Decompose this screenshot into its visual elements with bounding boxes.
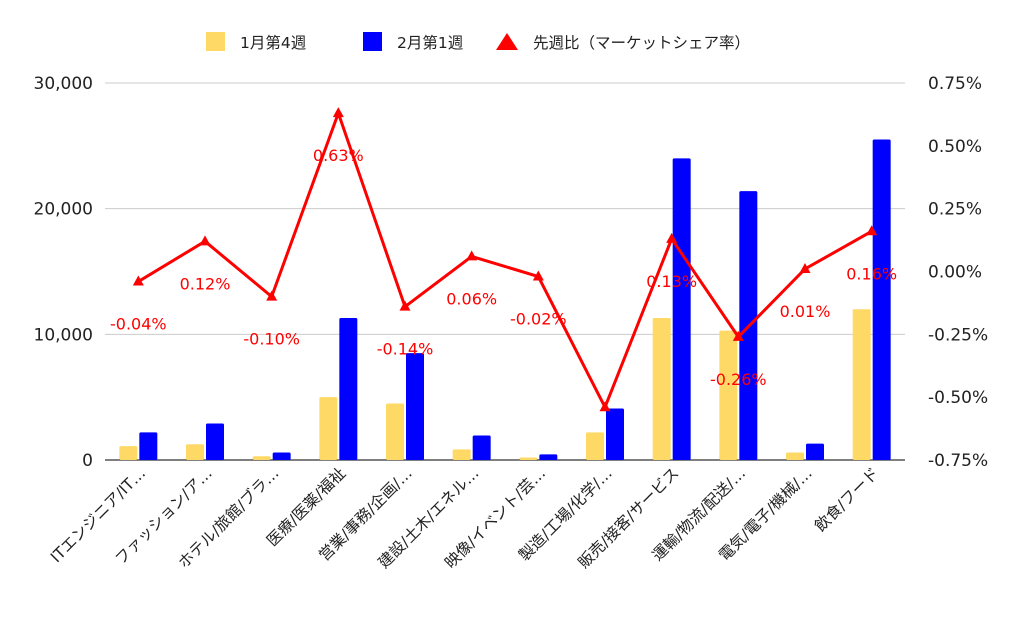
- right-tick-label: -0.50%: [928, 388, 988, 408]
- triangle-marker: [532, 270, 544, 281]
- data-label: 0.06%: [446, 289, 497, 308]
- bar-series-1: [319, 397, 338, 460]
- left-tick-label: 30,000: [34, 74, 93, 94]
- legend-label-series-2: 2月第1週: [397, 34, 463, 52]
- bar-series-1: [186, 444, 204, 460]
- left-tick-label: 0: [82, 451, 93, 471]
- triangle-marker: [599, 401, 611, 412]
- right-tick-label: 0.25%: [928, 200, 982, 220]
- data-label: 0.13%: [646, 272, 697, 291]
- data-label: -0.14%: [377, 340, 434, 359]
- bar-series-2: [472, 435, 491, 460]
- bar-series-2: [806, 443, 824, 460]
- bar-series-2: [339, 317, 358, 460]
- data-label: 0.63%: [313, 146, 364, 165]
- legend-label-series-3: 先週比（マーケットシェア率）: [533, 34, 750, 52]
- share-ratio-series-line: [137, 111, 873, 409]
- triangle-marker: [799, 262, 811, 273]
- gridlines: [105, 82, 905, 461]
- bar-series-2: [672, 158, 691, 460]
- right-axis-ticks: -0.75% -0.50% -0.25% 0.00% 0.25% 0.50% 0.75%: [928, 74, 988, 471]
- triangle-marker: [732, 330, 744, 341]
- bar-series-2: [272, 452, 291, 460]
- right-tick-label: 0.75%: [928, 74, 982, 94]
- bar-series-1: [852, 309, 871, 460]
- bar-series-2: [872, 139, 891, 461]
- data-label: -0.26%: [710, 370, 767, 389]
- bar-series-1: [652, 317, 671, 460]
- legend-label-series-1: 1月第4週: [240, 34, 306, 52]
- bar-series-1: [519, 457, 538, 460]
- bar-series-2: [406, 353, 424, 460]
- triangle-marker: [332, 107, 344, 118]
- left-tick-label: 20,000: [34, 200, 93, 220]
- data-label: 0.01%: [780, 302, 831, 321]
- triangle-marker: [199, 235, 211, 246]
- bar-series-1: [119, 446, 138, 460]
- bar-series-2: [139, 432, 158, 460]
- legend-swatch-series-1: [206, 32, 225, 51]
- bar-series-1: [786, 452, 804, 460]
- right-tick-label: 0.50%: [928, 137, 982, 157]
- bars: [119, 139, 891, 461]
- legend-triangle-marker-icon: [496, 33, 518, 50]
- category-labels: ITエンジニア/IT…ファッション/ア…ホテル/旅館/ブラ…医療/医薬/福祉営業…: [47, 463, 882, 572]
- left-axis-ticks: 0 10,000 20,000 30,000: [34, 74, 93, 471]
- category-label: 飲食/フード: [811, 464, 882, 535]
- triangle-marker: [666, 232, 678, 243]
- bar-series-2: [539, 454, 558, 460]
- bar-series-1: [452, 449, 471, 460]
- bar-series-1: [719, 330, 738, 460]
- bar-series-2: [606, 408, 624, 460]
- data-label: -0.04%: [110, 315, 167, 334]
- bar-series-1: [252, 456, 271, 460]
- share-ratio-line: [132, 107, 878, 412]
- right-tick-label: 0.00%: [928, 263, 982, 283]
- bar-series-1: [386, 403, 404, 460]
- triangle-marker: [132, 275, 144, 286]
- bar-series-2: [206, 423, 224, 460]
- left-tick-label: 10,000: [34, 325, 93, 345]
- data-label: -0.02%: [510, 310, 567, 329]
- right-tick-label: -0.75%: [928, 451, 988, 471]
- legend-swatch-series-2: [363, 32, 382, 51]
- right-tick-label: -0.25%: [928, 325, 988, 345]
- bar-series-1: [586, 432, 604, 460]
- data-labels: -0.04% 0.12% -0.10% 0.63% -0.14% 0.06% -0.02% 0…: [110, 146, 897, 389]
- data-label: 0.12%: [180, 274, 231, 293]
- data-label: -0.10%: [243, 330, 300, 349]
- legend: 1月第4週 2月第1週 先週比（マーケットシェア率）: [206, 32, 750, 52]
- data-label: 0.16%: [846, 264, 897, 283]
- triangle-marker: [866, 225, 878, 236]
- triangle-marker: [266, 290, 278, 301]
- triangle-marker: [399, 300, 411, 311]
- triangle-marker: [466, 250, 478, 261]
